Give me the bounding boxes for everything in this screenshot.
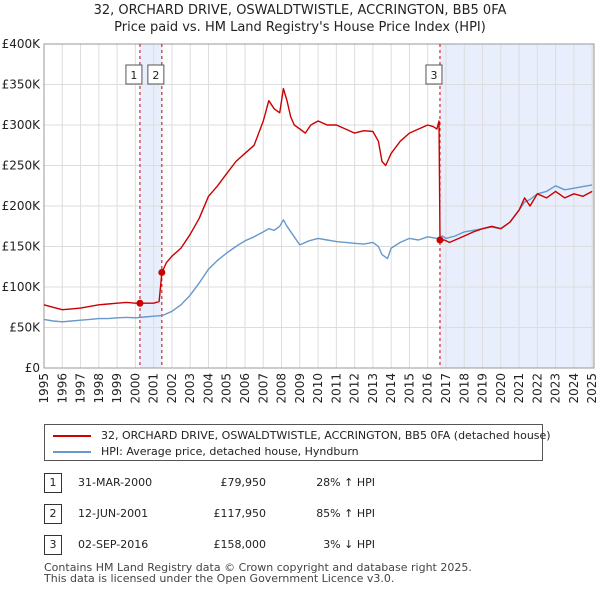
sale-price: £79,950 (220, 476, 267, 489)
x-tick-label: 2015 (402, 373, 416, 404)
y-tick-label: £100K (2, 280, 42, 294)
sale-point (136, 299, 144, 307)
sale-date: 02-SEP-2016 (78, 538, 149, 551)
price-chart: £0 £50K £100K £150K £200K £250K £300K £350K £400… (2, 37, 600, 404)
chart-title: 32, ORCHARD DRIVE, OSWALDTWISTLE, ACCRIN… (93, 3, 507, 18)
x-tick-label: 2010 (311, 373, 325, 404)
x-tick-label: 2014 (384, 373, 398, 404)
x-tick-label: 2003 (183, 373, 197, 404)
sale-number: 1 (44, 473, 62, 493)
marker-number: 3 (430, 69, 437, 82)
footer-license: This data is licensed under the Open Gov… (44, 572, 395, 585)
x-tick-label: 2024 (567, 373, 581, 404)
sale-number: 3 (44, 535, 62, 555)
sale-point (436, 236, 444, 244)
x-tick-label: 2017 (439, 373, 453, 404)
x-tick-label: 2013 (366, 373, 380, 404)
x-tick-label: 1996 (55, 373, 69, 404)
sale-marker-label: 1 (125, 64, 143, 85)
x-tick-label: 1995 (37, 373, 51, 404)
x-tick-label: 2012 (348, 373, 362, 404)
y-tick-label: £300K (2, 118, 42, 132)
y-tick-label: £250K (2, 159, 42, 173)
marker-number: 2 (152, 69, 159, 82)
y-tick-label: £400K (2, 37, 42, 51)
x-tick-label: 2022 (530, 373, 544, 404)
x-tick-label: 2025 (585, 373, 599, 404)
sale-point (158, 268, 166, 276)
sale-marker-label: 2 (147, 64, 165, 85)
x-tick-label: 2007 (256, 373, 270, 404)
y-tick-label: £0 (25, 361, 40, 375)
sale-hpi-change: 28% ↑ HPI (316, 476, 375, 489)
x-tick-label: 2004 (201, 373, 215, 404)
chart-legend: 32, ORCHARD DRIVE, OSWALDTWISTLE, ACCRIN… (44, 424, 551, 461)
marker-box (147, 64, 165, 85)
x-tick-label: 1998 (92, 373, 106, 404)
legend-label-hpi: HPI: Average price, detached house, Hynd… (101, 445, 359, 458)
x-tick-label: 2021 (512, 373, 526, 404)
x-tick-label: 2020 (494, 373, 508, 404)
x-tick-label: 2002 (165, 373, 179, 404)
sale-date: 31-MAR-2000 (78, 476, 153, 489)
marker-box (425, 64, 443, 85)
sale-hpi-change: 3% ↓ HPI (323, 538, 375, 551)
y-tick-label: £350K (2, 78, 42, 92)
y-tick-label: £50K (9, 321, 41, 335)
sale-hpi-change: 85% ↑ HPI (316, 507, 375, 520)
plot-frame (43, 43, 595, 369)
sale-price: £117,950 (213, 507, 267, 520)
sale-date: 12-JUN-2001 (78, 507, 149, 520)
marker-box (125, 64, 143, 85)
footer-copyright: Contains HM Land Registry data © Crown c… (44, 561, 472, 574)
x-tick-label: 2000 (128, 373, 142, 404)
marker-number: 1 (130, 69, 137, 82)
legend-swatch-hpi (53, 451, 91, 453)
sale-price: £158,000 (213, 538, 267, 551)
legend-swatch-price (53, 435, 91, 437)
x-tick-label: 2008 (275, 373, 289, 404)
sale-marker-label: 3 (425, 64, 443, 85)
chart-subtitle: Price paid vs. HM Land Registry's House … (114, 20, 486, 35)
series-line-price (43, 87, 593, 311)
sale-number: 2 (44, 504, 62, 524)
x-tick-label: 1997 (74, 373, 88, 404)
x-tick-label: 2018 (457, 373, 471, 404)
y-tick-label: £150K (2, 240, 42, 254)
x-tick-label: 2006 (238, 373, 252, 404)
x-tick-label: 2011 (329, 373, 343, 404)
x-tick-label: 2023 (549, 373, 563, 404)
x-tick-label: 2016 (421, 373, 435, 404)
legend-label-price: 32, ORCHARD DRIVE, OSWALDTWISTLE, ACCRIN… (101, 429, 551, 442)
y-tick-label: £200K (2, 199, 42, 213)
x-tick-label: 2019 (476, 373, 490, 404)
x-tick-label: 2001 (147, 373, 161, 404)
x-tick-label: 1999 (110, 373, 124, 404)
x-tick-label: 2005 (220, 373, 234, 404)
x-tick-label: 2009 (293, 373, 307, 404)
